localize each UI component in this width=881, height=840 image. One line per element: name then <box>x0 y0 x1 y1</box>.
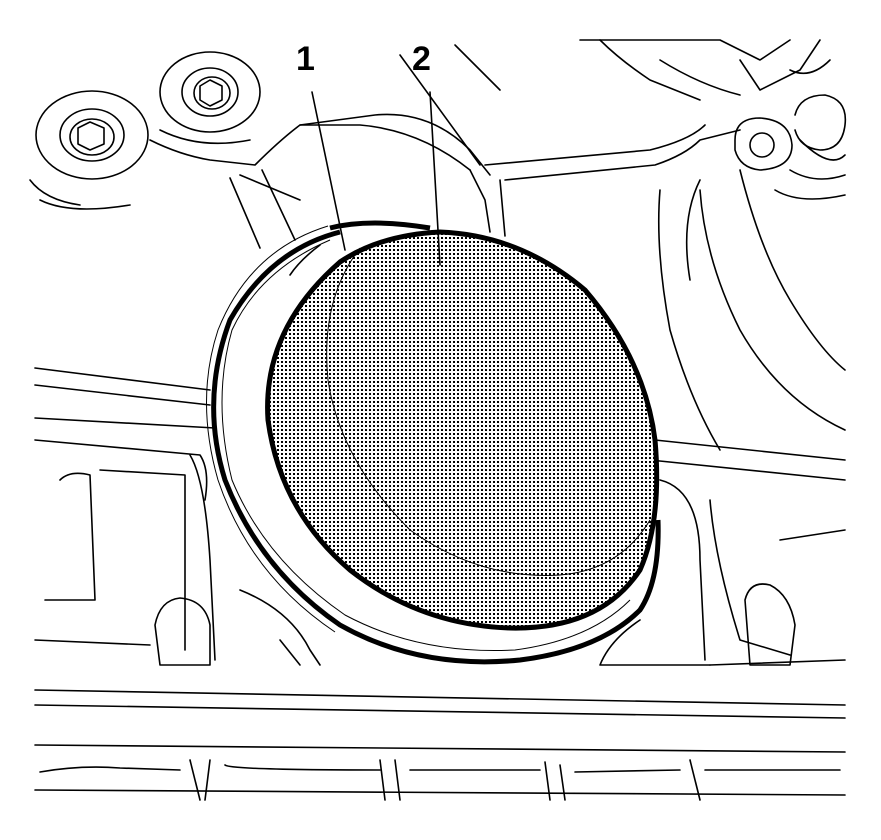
upper-right-fixtures <box>649 39 847 481</box>
bolt-right <box>159 51 261 145</box>
right-housing-lower <box>599 479 846 666</box>
callout-2-label: 2 <box>412 40 431 78</box>
seal-insert <box>265 229 660 631</box>
callout-2-leader <box>429 91 441 266</box>
bolt-left <box>29 90 149 210</box>
callout-leaders <box>311 91 441 266</box>
callout-1-label: 1 <box>296 40 315 78</box>
bottom-rails <box>34 689 846 801</box>
seal-outer-ring <box>206 220 661 665</box>
callout-1-leader <box>311 91 346 251</box>
left-housing <box>34 367 321 666</box>
upper-housing <box>149 39 791 249</box>
